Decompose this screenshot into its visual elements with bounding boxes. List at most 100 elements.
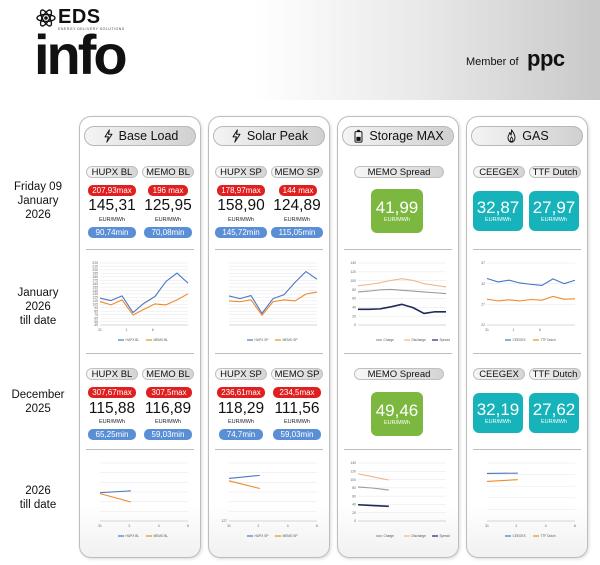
x-tick-label: 31 <box>98 328 102 332</box>
x-tick-label: 6 <box>187 524 189 528</box>
series-line <box>228 474 260 480</box>
legend-label: HUPX BL <box>126 338 140 342</box>
x-tick-label: 1 <box>512 328 514 332</box>
gas-value-box: 27,97 EUR/MWh <box>529 191 579 231</box>
market-label: HUPX BL <box>86 368 138 380</box>
price-value: 116,89 <box>144 400 192 417</box>
min-badge: 65,25min <box>88 429 136 440</box>
y-tick-label: 120 <box>350 469 356 473</box>
market-label: CEEGEX <box>473 368 525 380</box>
legend-label: CEEGEX <box>513 534 527 538</box>
max-badge: 307,5max <box>146 387 192 398</box>
row-label-line: till date <box>19 499 57 511</box>
y-tick-label: 185 <box>92 275 98 279</box>
y-tick-label: 165 <box>92 282 98 286</box>
y-tick-label: 195 <box>92 272 98 276</box>
legend-label: Charge <box>384 338 395 342</box>
column-header: GAS <box>471 126 583 146</box>
market-label: MEMO Spread <box>354 166 444 178</box>
legend-label: HUPX SP <box>255 534 269 538</box>
price-unit: EUR/MWh <box>284 217 310 223</box>
y-tick-label: 127 <box>221 519 227 523</box>
spread-unit: EUR/MWh <box>384 420 410 426</box>
y-tick-label: 175 <box>92 278 98 282</box>
gas-unit: EUR/MWh <box>485 419 511 425</box>
lightning-icon <box>104 129 113 143</box>
price-value: 145,31 <box>88 197 136 214</box>
divider <box>344 353 452 354</box>
row-label-prev-month: December 2025 <box>0 388 76 416</box>
chart-solar-peak-month: HUPX SP MEMO SP <box>228 262 318 342</box>
column-title: Base Load <box>118 129 179 143</box>
legend-label: MEMO SP <box>283 534 298 538</box>
page-title: info <box>34 23 128 86</box>
row-label-line: 2025 <box>25 403 51 415</box>
market-label: HUPX SP <box>215 368 267 380</box>
chart-storage-month: 0 20 40 60 80 100 120 140 Charge Discharge Spread <box>350 261 450 342</box>
y-tick-label: 75 <box>94 313 98 317</box>
series-line <box>228 291 318 316</box>
header: EDS ENERGY DELIVERY SOLUTIONS info Membe… <box>0 0 600 100</box>
legend-label: TTF Dutch <box>541 338 556 342</box>
y-tick-label: 125 <box>92 296 98 300</box>
max-badge: 236,61max <box>217 387 265 398</box>
series-line <box>357 486 389 491</box>
member-label: Member of <box>466 56 519 68</box>
price-value: 111,56 <box>274 400 320 417</box>
y-tick-label: 155 <box>92 285 98 289</box>
x-tick-label: 1 <box>125 328 127 332</box>
series-line <box>99 293 189 316</box>
y-tick-label: 0 <box>354 323 356 327</box>
series-line <box>99 272 189 314</box>
series-line <box>99 490 131 494</box>
gas-unit: EUR/MWh <box>541 217 567 223</box>
market-label: MEMO SP <box>271 166 323 178</box>
series-line <box>228 270 318 314</box>
max-badge: 307,67max <box>88 387 136 398</box>
x-tick-label: 6 <box>152 328 154 332</box>
spread-value-box: 41,99 EUR/MWh <box>371 189 423 233</box>
series-line <box>99 493 131 503</box>
chart-base-load-month: 4555657585951051151251351451551651751851… <box>92 261 189 342</box>
column-title: Storage MAX <box>369 129 444 143</box>
y-tick-label: 120 <box>350 270 356 274</box>
y-tick-label: 100 <box>350 478 356 482</box>
divider <box>86 249 194 250</box>
series-line <box>486 277 576 286</box>
gas-value: 27,62 <box>532 400 576 419</box>
row-label-line: 2026 <box>25 209 51 221</box>
gas-value: 32,87 <box>476 198 520 217</box>
price-value: 115,88 <box>88 400 136 417</box>
y-tick-label: 40 <box>352 503 356 507</box>
legend-label: Discharge <box>412 338 427 342</box>
y-tick-label: 65 <box>94 316 98 320</box>
price-value: 118,29 <box>217 400 265 417</box>
series-line <box>357 473 389 481</box>
column-header: Base Load <box>84 126 196 146</box>
brand-name: EDS <box>58 6 101 28</box>
legend-label: HUPX SP <box>255 338 269 342</box>
y-tick-label: 40 <box>352 305 356 309</box>
divider <box>86 353 194 354</box>
legend-label: MEMO SP <box>283 338 298 342</box>
x-tick-label: 6 <box>574 524 576 528</box>
max-badge: 196 max <box>148 185 188 196</box>
y-tick-label: 140 <box>350 261 356 265</box>
gas-value: 27,97 <box>532 198 576 217</box>
price-unit: EUR/MWh <box>99 419 125 425</box>
legend-label: MEMO BL <box>154 338 169 342</box>
market-label: CEEGEX <box>473 166 525 178</box>
series-line <box>357 288 447 295</box>
legend-label: Discharge <box>412 534 427 538</box>
price-unit: EUR/MWh <box>99 217 125 223</box>
row-label-day: Friday 09 January 2026 <box>0 180 76 222</box>
x-tick-label: 31 <box>485 524 489 528</box>
column-title: Solar Peak <box>246 129 309 143</box>
x-tick-label: 2 <box>257 524 259 528</box>
y-tick-label: 85 <box>94 309 98 313</box>
min-badge: 74,7min <box>219 429 263 440</box>
y-tick-label: 205 <box>92 268 98 272</box>
x-tick-label: 4 <box>158 524 160 528</box>
row-label-line: December <box>11 389 65 401</box>
y-tick-label: 100 <box>350 279 356 283</box>
